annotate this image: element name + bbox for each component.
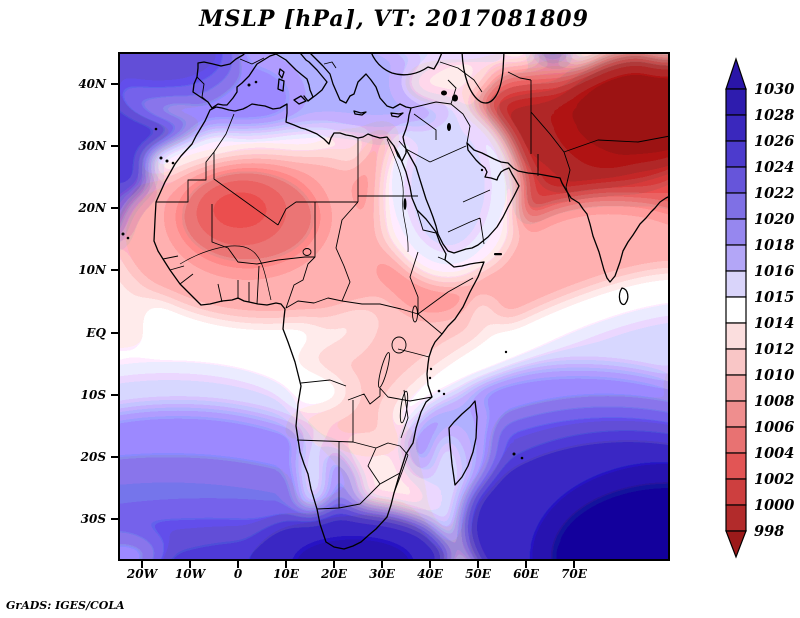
colorbar-segment (726, 271, 746, 297)
grads-mslp-plot: MSLP [hPa], VT: 2017081809 (0, 0, 800, 618)
x-axis-tick (525, 561, 527, 568)
colorbar-arrow-down (726, 531, 746, 557)
colorbar-segment (726, 375, 746, 401)
colorbar-segment (726, 479, 746, 505)
y-axis-tick (111, 394, 118, 396)
y-axis-tick (111, 332, 118, 334)
colorbar-segment (726, 115, 746, 141)
colorbar-arrow-up (726, 59, 746, 89)
x-axis-label: 30E (360, 567, 404, 581)
y-axis-label: 20N (48, 201, 106, 215)
x-axis-tick (429, 561, 431, 568)
colorbar-label: 1018 (754, 237, 794, 254)
x-axis-label: 0 (216, 567, 260, 581)
colorbar-segment (726, 401, 746, 427)
y-axis-label: 40N (48, 77, 106, 91)
colorbar-segment (726, 323, 746, 349)
y-axis-label: 30N (48, 139, 106, 153)
y-axis-label: 10N (48, 263, 106, 277)
colorbar-segment (726, 453, 746, 479)
colorbar-segment (726, 349, 746, 375)
colorbar-segment (726, 89, 746, 115)
grads-attribution: GrADS: IGES/COLA (6, 599, 125, 612)
colorbar-legend: 1030 1028 1026 1024 1022 1020 1018 1016 1015 1014… (722, 55, 798, 567)
x-axis-label: 20E (312, 567, 356, 581)
x-axis-tick (573, 561, 575, 568)
colorbar-segment (726, 427, 746, 453)
y-axis-tick (111, 518, 118, 520)
x-axis-tick (189, 561, 191, 568)
colorbar-label: 1015 (754, 289, 794, 306)
y-axis-tick (111, 207, 118, 209)
colorbar-label: 1008 (754, 393, 794, 410)
map-plot-area (118, 52, 670, 561)
x-axis-tick (477, 561, 479, 568)
y-axis-label: 20S (48, 450, 106, 464)
x-axis-tick (285, 561, 287, 568)
colorbar-label: 1030 (754, 81, 794, 98)
pressure-map (118, 52, 670, 561)
colorbar-segment (726, 167, 746, 193)
x-axis-tick (381, 561, 383, 568)
x-axis-label: 20W (120, 567, 164, 581)
colorbar-label: 998 (754, 523, 784, 540)
colorbar-segment (726, 245, 746, 271)
colorbar-label: 1006 (754, 419, 794, 436)
x-axis-tick (333, 561, 335, 568)
colorbar-segment (726, 141, 746, 167)
colorbar-label: 1000 (754, 497, 794, 514)
x-axis-label: 60E (504, 567, 548, 581)
colorbar-label: 1026 (754, 133, 794, 150)
y-axis-tick (111, 456, 118, 458)
y-axis-tick (111, 145, 118, 147)
colorbar-label: 1016 (754, 263, 794, 280)
colorbar-segment (726, 219, 746, 245)
colorbar-segment (726, 193, 746, 219)
x-axis-label: 10W (168, 567, 212, 581)
colorbar-label: 1022 (754, 185, 794, 202)
colorbar-label: 1028 (754, 107, 794, 124)
colorbar-label: 1020 (754, 211, 794, 228)
x-axis-label: 40E (408, 567, 452, 581)
chart-title: MSLP [hPa], VT: 2017081809 (94, 6, 694, 32)
colorbar-label: 1004 (754, 445, 794, 462)
y-axis-label: 10S (48, 388, 106, 402)
x-axis-label: 50E (456, 567, 500, 581)
colorbar-label: 1014 (754, 315, 794, 332)
x-axis-tick (237, 561, 239, 568)
y-axis-label: 30S (48, 512, 106, 526)
y-axis-tick (111, 269, 118, 271)
x-axis-tick (141, 561, 143, 568)
colorbar-label: 1024 (754, 159, 794, 176)
colorbar-label: 1002 (754, 471, 794, 488)
x-axis-label: 10E (264, 567, 308, 581)
colorbar-label: 1012 (754, 341, 794, 358)
colorbar-segment (726, 505, 746, 531)
colorbar-label: 1010 (754, 367, 794, 384)
y-axis-tick (111, 83, 118, 85)
y-axis-label: EQ (48, 326, 106, 340)
x-axis-label: 70E (552, 567, 596, 581)
colorbar-segment (726, 297, 746, 323)
